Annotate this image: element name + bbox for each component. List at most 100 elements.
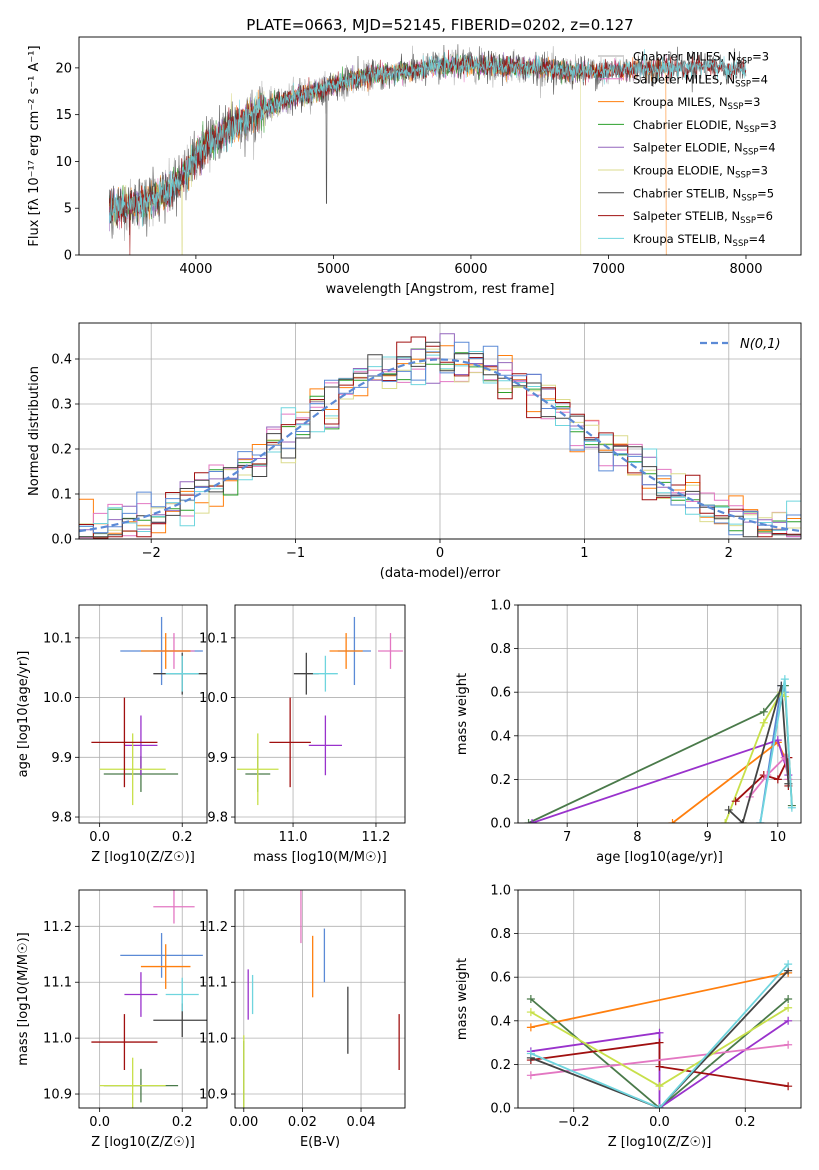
plot-area: [109, 44, 747, 255]
x-tick-label: 0.2: [735, 1115, 756, 1130]
weight-line: [530, 970, 789, 1108]
legend-label: Chabrier STELIB, NSSP=5: [633, 186, 774, 203]
axes-frame: [517, 604, 802, 824]
weight-marker: [784, 1040, 793, 1049]
weight-marker: [784, 995, 793, 1003]
histogram-step: [79, 341, 801, 539]
y-tick-label: 0.0: [51, 533, 72, 548]
legend-label: Kroupa MILES, NSSP=3: [633, 95, 760, 112]
y-tick-label: 9.8: [207, 811, 228, 826]
y-tick-label: 0.4: [490, 1014, 511, 1029]
weight-marker: [526, 995, 535, 1003]
plot-area: [243, 890, 400, 1108]
y-tick-label: 0.8: [490, 927, 511, 942]
y-tick-label: 9.8: [51, 811, 72, 826]
x-tick-label: −1: [286, 546, 305, 561]
panel-massweight-vs-Z: −0.2 0.0 0.2 0.0 0.2 0.4 0.6 0.8 1.0 Z [log10(Z/Z…: [455, 884, 802, 1150]
panel-massweight-vs-age: 7 8 9 10 0.0 0.2 0.4 0.6 0.8 1.0 age [log10(age/yr…: [455, 599, 802, 865]
y-tick-label: 20: [55, 61, 72, 76]
weight-line: [530, 963, 789, 1108]
weight-marker: [526, 1008, 535, 1017]
weight-marker: [655, 1038, 664, 1047]
legend-label: Salpeter STELIB, NSSP=6: [633, 209, 773, 226]
x-tick-label: 5000: [317, 262, 350, 277]
x-tick-label: 8: [633, 830, 641, 845]
y-axis-label: mass weight: [455, 958, 470, 1040]
y-tick-label: 10.0: [199, 691, 228, 706]
weight-line: [530, 1043, 789, 1077]
weight-marker: [784, 1082, 793, 1091]
y-tick-label: 11.0: [43, 1032, 72, 1047]
x-tick-label: 10: [770, 830, 787, 845]
panel-spectrum: 4000 5000 6000 7000 8000 0 5 10 15 20 wavelength […: [27, 36, 802, 297]
y-axis-label: Flux [fλ 10⁻¹⁷ erg cm⁻² s⁻¹ A⁻¹]: [27, 45, 42, 246]
panel-mass-vs-Z: 0.0 0.2 10.9 11.0 11.1 11.2 Z [log10(Z/Z☉)] mas…: [16, 889, 208, 1150]
x-tick-label: 0.2: [172, 830, 193, 845]
y-tick-label: 0.4: [490, 729, 511, 744]
weight-line: [724, 690, 786, 823]
axes-frame: [234, 604, 406, 824]
y-tick-label: 11.2: [199, 920, 228, 935]
weight-marker: [780, 753, 789, 762]
y-tick-label: 0.2: [490, 773, 511, 788]
weight-line: [530, 998, 789, 1108]
weight-marker: [526, 1049, 535, 1058]
axes-frame: [78, 604, 208, 824]
spectrum-line: [109, 48, 747, 227]
x-tick-label: 0: [436, 546, 444, 561]
y-tick-label: 1.0: [490, 884, 511, 899]
x-axis-label: age [log10(age/yr)]: [596, 850, 723, 865]
weight-marker: [724, 805, 733, 814]
weight-marker: [668, 819, 677, 823]
y-tick-label: 0.2: [51, 443, 72, 458]
x-axis-label: (data-model)/error: [380, 566, 501, 581]
x-tick-label: 7000: [592, 262, 625, 277]
x-tick-label: 0.00: [229, 1115, 258, 1130]
y-tick-label: 0.0: [490, 817, 511, 832]
x-tick-label: 8000: [729, 262, 762, 277]
legend-label: N(0,1): [740, 337, 781, 352]
axes-frame: [78, 36, 802, 256]
legend-label: Chabrier MILES, NSSP=3: [633, 50, 769, 67]
x-tick-label: 0.02: [288, 1115, 317, 1130]
x-tick-label: −0.2: [558, 1115, 590, 1130]
overlay: 4000 5000 6000 7000 8000 0 5 10 15 20 wavelength […: [27, 36, 802, 297]
weight-marker: [784, 1016, 793, 1025]
overlay: 7 8 9 10 0.0 0.2 0.4 0.6 0.8 1.0 age [log10(age/yr…: [455, 599, 802, 865]
overlay: 11.0 11.2 9.8 9.9 10.0 10.1 mass [log10(M/M☉)]: [199, 604, 406, 865]
weight-marker: [528, 819, 537, 823]
y-tick-label: 10: [55, 155, 72, 170]
overlay: −0.2 0.0 0.2 0.0 0.2 0.4 0.6 0.8 1.0 Z [log10(Z/Z…: [455, 884, 802, 1150]
x-tick-label: 9: [703, 830, 711, 845]
x-tick-label: 0.0: [649, 1115, 670, 1130]
plot-area: [91, 616, 207, 806]
plot-area: [524, 675, 796, 823]
weight-line: [728, 685, 790, 823]
x-axis-label: wavelength [Angstrom, rest frame]: [326, 282, 555, 297]
y-tick-label: 11.1: [43, 976, 72, 991]
panel-age-vs-mass: 11.0 11.2 9.8 9.9 10.0 10.1 mass [log10(M/M☉)]: [199, 604, 406, 865]
weight-marker: [655, 1062, 664, 1071]
y-tick-label: 5: [64, 202, 72, 217]
x-tick-label: 0.2: [172, 1115, 193, 1130]
weight-marker: [759, 718, 768, 727]
plot-area: [79, 333, 801, 539]
axes-frame: [78, 889, 208, 1109]
weight-marker: [773, 775, 782, 784]
axes-frame: [234, 889, 406, 1109]
legend-label: Salpeter MILES, NSSP=4: [633, 72, 768, 89]
x-axis-label: Z [log10(Z/Z☉)]: [91, 1135, 195, 1150]
weight-marker: [655, 1104, 664, 1108]
y-axis-label: mass [log10(M/M☉)]: [16, 932, 31, 1065]
x-tick-label: 6000: [454, 262, 487, 277]
panel-mass-vs-EBV: 0.00 0.02 0.04 10.9 11.0 11.1 11.2 E(B-V): [199, 889, 406, 1150]
weight-line: [531, 739, 790, 823]
x-tick-label: 4000: [179, 262, 212, 277]
x-tick-label: 1: [580, 546, 588, 561]
y-tick-label: 9.9: [207, 751, 228, 766]
x-tick-label: 0.0: [89, 830, 110, 845]
y-tick-label: 9.9: [51, 751, 72, 766]
x-tick-label: 11.0: [279, 830, 308, 845]
weight-marker: [784, 1003, 793, 1012]
